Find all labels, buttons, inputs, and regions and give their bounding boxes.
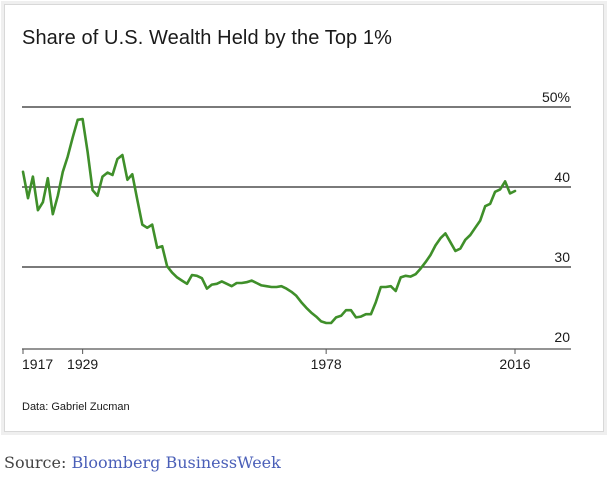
y-tick-label: 30 — [554, 249, 570, 265]
gridlines — [22, 106, 571, 268]
source-link[interactable]: Bloomberg BusinessWeek — [71, 453, 281, 472]
data-source-note: Data: Gabriel Zucman — [22, 401, 130, 413]
y-tick-label: 20 — [554, 329, 570, 345]
x-axis — [22, 348, 571, 354]
chart-card: Share of U.S. Wealth Held by the Top 1% … — [4, 4, 604, 432]
source-caption: Source: Bloomberg BusinessWeek — [4, 453, 281, 472]
x-tick-label: 2016 — [499, 356, 530, 372]
x-tick-label: 1929 — [67, 356, 98, 372]
x-tick-label: 1917 — [22, 356, 53, 372]
series-line-0 — [21, 117, 517, 325]
chart-plot: 20 30 40 50% 1917 1929 1978 2016 — [21, 89, 571, 372]
chart-title: Share of U.S. Wealth Held by the Top 1% — [22, 27, 393, 49]
source-prefix: Source: — [4, 453, 67, 472]
y-tick-label: 50% — [542, 89, 570, 105]
y-tick-label: 40 — [554, 169, 570, 185]
x-tick-label: 1978 — [311, 356, 342, 372]
series-layer — [21, 117, 517, 325]
x-tick-labels: 1917 1929 1978 2016 — [22, 356, 531, 372]
y-tick-labels: 20 30 40 50% — [542, 89, 570, 345]
